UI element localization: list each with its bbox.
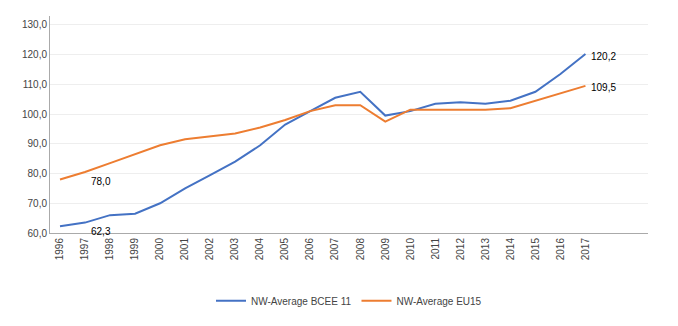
svg-text:2006: 2006 bbox=[304, 238, 315, 261]
svg-text:NW-Average EU15: NW-Average EU15 bbox=[396, 296, 481, 307]
svg-text:2017: 2017 bbox=[580, 238, 591, 261]
svg-text:62,3: 62,3 bbox=[91, 226, 111, 237]
svg-text:120,2: 120,2 bbox=[591, 51, 616, 62]
svg-text:2003: 2003 bbox=[229, 238, 240, 261]
svg-text:2010: 2010 bbox=[405, 238, 416, 261]
svg-text:110,0: 110,0 bbox=[23, 79, 48, 90]
svg-text:2002: 2002 bbox=[204, 238, 215, 261]
svg-text:2014: 2014 bbox=[505, 238, 516, 261]
svg-text:109,5: 109,5 bbox=[591, 82, 616, 93]
svg-text:2008: 2008 bbox=[355, 238, 366, 261]
svg-text:100,0: 100,0 bbox=[22, 109, 47, 120]
svg-text:2009: 2009 bbox=[380, 238, 391, 261]
svg-text:80,0: 80,0 bbox=[28, 168, 48, 179]
svg-text:2016: 2016 bbox=[555, 238, 566, 261]
svg-text:130,0: 130,0 bbox=[22, 19, 47, 30]
svg-text:1996: 1996 bbox=[54, 238, 65, 261]
svg-text:2015: 2015 bbox=[530, 238, 541, 261]
svg-text:2001: 2001 bbox=[179, 238, 190, 261]
svg-text:2011: 2011 bbox=[430, 238, 441, 260]
svg-text:70,0: 70,0 bbox=[28, 198, 48, 209]
svg-text:1999: 1999 bbox=[129, 238, 140, 261]
svg-text:120,0: 120,0 bbox=[22, 49, 47, 60]
svg-text:2000: 2000 bbox=[154, 238, 165, 261]
svg-text:1998: 1998 bbox=[104, 238, 115, 261]
svg-text:2012: 2012 bbox=[455, 238, 466, 261]
svg-text:1997: 1997 bbox=[79, 238, 90, 261]
svg-text:2004: 2004 bbox=[254, 238, 265, 261]
svg-text:2007: 2007 bbox=[329, 238, 340, 261]
svg-text:NW-Average BCEE 11: NW-Average BCEE 11 bbox=[251, 296, 351, 307]
svg-text:78,0: 78,0 bbox=[91, 176, 111, 187]
svg-text:90,0: 90,0 bbox=[28, 138, 48, 149]
svg-text:2013: 2013 bbox=[480, 238, 491, 261]
svg-text:2005: 2005 bbox=[279, 238, 290, 261]
svg-text:60,0: 60,0 bbox=[28, 228, 48, 239]
